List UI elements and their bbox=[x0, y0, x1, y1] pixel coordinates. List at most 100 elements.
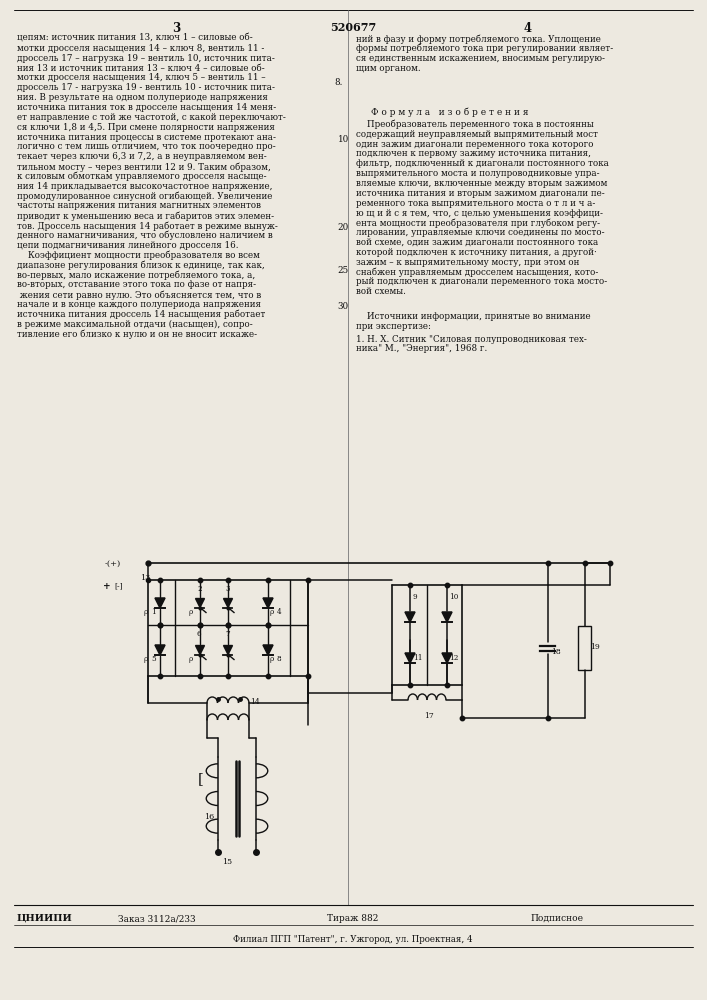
Text: источника питания и вторым зажимом диагонали пе-: источника питания и вторым зажимом диаго… bbox=[356, 189, 604, 198]
Text: ся единственным искажением, вносимым регулирую-: ся единственным искажением, вносимым рег… bbox=[356, 54, 605, 63]
Text: 4: 4 bbox=[277, 608, 281, 616]
Polygon shape bbox=[263, 598, 273, 608]
Text: Подписное: Подписное bbox=[530, 914, 583, 923]
Text: 17: 17 bbox=[424, 712, 434, 720]
Text: 520677: 520677 bbox=[330, 22, 376, 33]
Text: ю щ и й с я тем, что, с целью уменьшения коэффици-: ю щ и й с я тем, что, с целью уменьшения… bbox=[356, 209, 603, 218]
Text: к силовым обмоткам управляемого дросселя насыще-: к силовым обмоткам управляемого дросселя… bbox=[17, 172, 267, 181]
Text: 10: 10 bbox=[449, 593, 458, 601]
Text: цепи подмагничивания линейного дросселя 16.: цепи подмагничивания линейного дросселя … bbox=[17, 241, 238, 250]
Text: 4: 4 bbox=[524, 22, 532, 35]
Text: 8.: 8. bbox=[334, 78, 343, 87]
Text: ЦНИИПИ: ЦНИИПИ bbox=[17, 914, 73, 923]
Text: текает через ключи 6,3 и 7,2, а в неуправляемом вен-: текает через ключи 6,3 и 7,2, а в неупра… bbox=[17, 152, 267, 161]
Text: 8: 8 bbox=[277, 655, 281, 663]
Polygon shape bbox=[155, 645, 165, 655]
Text: Заказ 3112а/233: Заказ 3112а/233 bbox=[118, 914, 196, 923]
Text: вляемые ключи, включенные между вторым зажимом: вляемые ключи, включенные между вторым з… bbox=[356, 179, 607, 188]
Text: во-первых, мало искажение потребляемого тока, а,: во-первых, мало искажение потребляемого … bbox=[17, 270, 255, 280]
Text: Филиал ПГП "Патент", г. Ужгород, ул. Проектная, 4: Филиал ПГП "Патент", г. Ужгород, ул. Про… bbox=[233, 935, 473, 944]
Text: рый подключен к диагонали переменного тока мосто-: рый подключен к диагонали переменного то… bbox=[356, 277, 607, 286]
Text: мотки дросселя насыщения 14, ключ 5 – вентиль 11 –: мотки дросселя насыщения 14, ключ 5 – ве… bbox=[17, 73, 266, 82]
Text: 30: 30 bbox=[338, 302, 349, 311]
Text: 3: 3 bbox=[225, 585, 230, 593]
Polygon shape bbox=[405, 612, 415, 622]
Text: ента мощности преобразователя при глубоком регу-: ента мощности преобразователя при глубок… bbox=[356, 218, 600, 228]
Text: формы потребляемого тока при регулировании являет-: формы потребляемого тока при регулирован… bbox=[356, 44, 613, 53]
Text: вой схемы.: вой схемы. bbox=[356, 287, 406, 296]
Text: ρ: ρ bbox=[144, 655, 148, 663]
Text: 5: 5 bbox=[151, 655, 156, 663]
Polygon shape bbox=[442, 653, 452, 663]
Text: в режиме максимальной отдачи (насыщен), сопро-: в режиме максимальной отдачи (насыщен), … bbox=[17, 320, 252, 329]
Text: частоты напряжения питания магнитных элементов: частоты напряжения питания магнитных эле… bbox=[17, 201, 261, 210]
Text: ния 14 прикладывается высокочастотное напряжение,: ния 14 прикладывается высокочастотное на… bbox=[17, 182, 272, 191]
Text: ния. В результате на одном полупериоде напряжения: ния. В результате на одном полупериоде н… bbox=[17, 93, 268, 102]
Text: 12: 12 bbox=[449, 654, 458, 662]
Text: начале и в конце каждого полупериода напряжения: начале и в конце каждого полупериода нап… bbox=[17, 300, 261, 309]
Text: 10: 10 bbox=[338, 135, 349, 144]
Polygon shape bbox=[196, 598, 204, 607]
Text: 13: 13 bbox=[140, 574, 151, 582]
Text: зажим – к выпрямительному мосту, при этом он: зажим – к выпрямительному мосту, при это… bbox=[356, 258, 579, 267]
Text: диапазоне регулирования близок к единице, так как,: диапазоне регулирования близок к единице… bbox=[17, 261, 264, 270]
Text: Преобразователь переменного тока в постоянны: Преобразователь переменного тока в посто… bbox=[356, 120, 594, 129]
Text: ет направление с той же частотой, с какой переключают-: ет направление с той же частотой, с како… bbox=[17, 113, 286, 122]
Text: 9: 9 bbox=[413, 593, 418, 601]
Text: 18: 18 bbox=[551, 648, 561, 656]
Polygon shape bbox=[155, 598, 165, 608]
Text: при экспертизе:: при экспертизе: bbox=[356, 322, 431, 331]
Text: ся ключи 1,8 и 4,5. При смене полярности напряжения: ся ключи 1,8 и 4,5. При смене полярности… bbox=[17, 123, 275, 132]
Text: жения сети равно нулю. Это объясняется тем, что в: жения сети равно нулю. Это объясняется т… bbox=[17, 290, 262, 300]
Polygon shape bbox=[442, 612, 452, 622]
Text: Коэффициент мощности преобразователя во всем: Коэффициент мощности преобразователя во … bbox=[17, 251, 260, 260]
Text: дроссель 17 – нагрузка 19 – вентиль 10, источник пита-: дроссель 17 – нагрузка 19 – вентиль 10, … bbox=[17, 54, 275, 63]
Text: 20: 20 bbox=[338, 223, 349, 232]
Text: 1: 1 bbox=[151, 608, 156, 616]
Text: во-вторых, отставание этого тока по фазе от напря-: во-вторых, отставание этого тока по фазе… bbox=[17, 280, 256, 289]
Polygon shape bbox=[223, 646, 233, 654]
Text: Ф о р м у л а   и з о б р е т е н и я: Ф о р м у л а и з о б р е т е н и я bbox=[371, 108, 529, 117]
Text: 15: 15 bbox=[222, 858, 232, 866]
Text: 25: 25 bbox=[338, 266, 349, 275]
Text: подключен к первому зажиму источника питания,: подключен к первому зажиму источника пит… bbox=[356, 149, 591, 158]
Text: 14: 14 bbox=[250, 698, 259, 706]
Text: источника питания дроссель 14 насыщения работает: источника питания дроссель 14 насыщения … bbox=[17, 310, 265, 319]
Text: ний в фазу и форму потребляемого тока. Уплощение: ний в фазу и форму потребляемого тока. У… bbox=[356, 34, 601, 43]
Text: ρ: ρ bbox=[189, 608, 193, 616]
Text: ρ: ρ bbox=[270, 608, 274, 616]
Text: мотки дросселя насыщения 14 – ключ 8, вентиль 11 -: мотки дросселя насыщения 14 – ключ 8, ве… bbox=[17, 44, 264, 53]
Text: приводит к уменьшению веса и габаритов этих элемен-: приводит к уменьшению веса и габаритов э… bbox=[17, 211, 274, 221]
Text: 19: 19 bbox=[590, 643, 600, 651]
Text: 11: 11 bbox=[413, 654, 423, 662]
Text: снабжен управляемым дросселем насыщения, кото-: снабжен управляемым дросселем насыщения,… bbox=[356, 268, 598, 277]
Text: денного намагничивания, что обусловлено наличием в: денного намагничивания, что обусловлено … bbox=[17, 231, 273, 240]
Text: 2: 2 bbox=[197, 585, 201, 593]
Text: щим органом.: щим органом. bbox=[356, 64, 421, 73]
Text: источника питания процессы в системе протекают ана-: источника питания процессы в системе про… bbox=[17, 132, 276, 141]
Text: которой подключен к источнику питания, а другой·: которой подключен к источнику питания, а… bbox=[356, 248, 597, 257]
Text: тильном мосту – через вентили 12 и 9. Таким образом,: тильном мосту – через вентили 12 и 9. Та… bbox=[17, 162, 271, 172]
Text: тивление его близко к нулю и он не вносит искаже-: тивление его близко к нулю и он не вноси… bbox=[17, 330, 257, 339]
Text: цепям: источник питания 13, ключ 1 – силовые об-: цепям: источник питания 13, ключ 1 – сил… bbox=[17, 34, 252, 43]
Text: +: + bbox=[103, 582, 110, 591]
Text: вой схеме, один зажим диагонали постоянного тока: вой схеме, один зажим диагонали постоянн… bbox=[356, 238, 598, 247]
Text: выпрямительного моста и полупроводниковые упра-: выпрямительного моста и полупроводниковы… bbox=[356, 169, 600, 178]
Polygon shape bbox=[223, 598, 233, 607]
Text: Источники информации, принятые во внимание: Источники информации, принятые во вниман… bbox=[356, 312, 590, 321]
Text: промодулированное синусной огибающей. Увеличение: промодулированное синусной огибающей. Ув… bbox=[17, 192, 272, 201]
Text: [: [ bbox=[198, 772, 204, 786]
Text: содержащий неуправляемый выпрямительный мост: содержащий неуправляемый выпрямительный … bbox=[356, 130, 598, 139]
Text: ника" М., "Энергия", 1968 г.: ника" М., "Энергия", 1968 г. bbox=[356, 344, 487, 353]
Text: 16: 16 bbox=[204, 813, 214, 821]
Text: 3: 3 bbox=[172, 22, 180, 35]
Text: дроссель 17 - нагрузка 19 - вентиль 10 - источник пита-: дроссель 17 - нагрузка 19 - вентиль 10 -… bbox=[17, 83, 275, 92]
Text: лировании, управляемые ключи соединены по мосто-: лировании, управляемые ключи соединены п… bbox=[356, 228, 604, 237]
Text: тов. Дроссель насыщения 14 работает в режиме вынуж-: тов. Дроссель насыщения 14 работает в ре… bbox=[17, 221, 278, 231]
Text: Тираж 882: Тираж 882 bbox=[327, 914, 379, 923]
Text: ния 13 и источник питания 13 – ключ 4 – силовые об-: ния 13 и источник питания 13 – ключ 4 – … bbox=[17, 64, 264, 73]
Text: фильтр, подключенный к диагонали постоянного тока: фильтр, подключенный к диагонали постоян… bbox=[356, 159, 609, 168]
Text: источника питания ток в дросселе насыщения 14 меня-: источника питания ток в дросселе насыщен… bbox=[17, 103, 276, 112]
Text: ременного тока выпрямительного моста о т л и ч а-: ременного тока выпрямительного моста о т… bbox=[356, 199, 595, 208]
Polygon shape bbox=[196, 646, 204, 654]
